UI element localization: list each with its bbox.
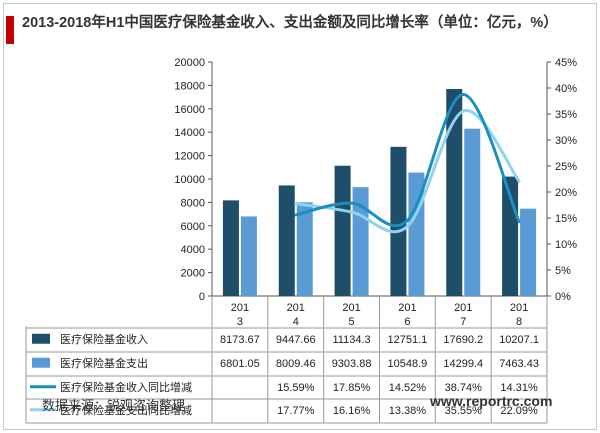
axes-group: 0 2000 4000 6000 8000 10000 12000 14000 16000 180… [174, 57, 577, 303]
income-growth-line [294, 93, 521, 228]
table-value-cell: 17690.2 [443, 334, 483, 346]
table-value-cell: 10548.9 [388, 358, 428, 370]
table-value-cell: 38.74% [445, 382, 483, 394]
left-tick-label: 16000 [174, 104, 205, 116]
table-value-cell: 11134.3 [333, 334, 371, 346]
category-label: 201 [398, 302, 416, 314]
income-bar [390, 146, 407, 296]
expense-bar [464, 128, 481, 296]
right-tick-label: 40% [555, 83, 577, 95]
table-value-cell: 6801.05 [220, 358, 260, 370]
series-name-label: 医疗保险基金收入 [60, 332, 148, 346]
left-tick-label: 20000 [174, 57, 205, 69]
table-value-cell: 7463.43 [499, 358, 539, 370]
legend-key-income-bar [32, 333, 50, 344]
category-label: 201 [287, 302, 305, 314]
table-value-cell: 10207.1 [499, 334, 539, 346]
series-name-label: 医疗保险基金支出同比增减 [60, 403, 192, 417]
plot-border-group [3, 3, 597, 430]
table-value-cell: 9303.88 [332, 358, 372, 370]
category-label: 201 [342, 302, 360, 314]
table-value-cell: 35.55% [445, 405, 483, 417]
expense-bar [296, 202, 313, 296]
left-tick-label: 8000 [181, 197, 205, 209]
bars-group [222, 89, 537, 296]
table-value-cell: 14.31% [500, 382, 538, 394]
series-name-label: 医疗保险基金支出 [60, 356, 148, 370]
outer-frame [3, 3, 597, 430]
income-bar [222, 200, 239, 296]
left-tick-label: 12000 [174, 151, 205, 163]
right-tick-label: 15% [555, 213, 577, 225]
category-label: 201 [510, 302, 528, 314]
right-tick-label: 0% [555, 291, 571, 303]
category-label: 201 [231, 302, 249, 314]
right-tick-label: 20% [555, 187, 577, 199]
expense-bar [520, 208, 537, 296]
table-value-cell: 14299.4 [443, 358, 483, 370]
left-tick-label: 14000 [174, 127, 205, 139]
table-value-cell: 13.38% [389, 405, 427, 417]
income-bar [334, 165, 351, 296]
table-value-cell: 14.52% [389, 382, 427, 394]
lines-group [294, 93, 521, 234]
table-value-cell: 9447.66 [276, 334, 316, 346]
series-name-label: 医疗保险基金收入同比增减 [60, 380, 192, 394]
category-label: 3 [237, 316, 243, 328]
income-bar [446, 89, 463, 296]
right-tick-label: 5% [555, 265, 571, 277]
left-tick-label: 4000 [181, 244, 205, 256]
right-tick-label: 25% [555, 161, 577, 173]
table-value-cell: 17.77% [277, 405, 315, 417]
category-label: 4 [293, 316, 299, 328]
right-tick-label: 45% [555, 57, 577, 69]
category-label: 201 [454, 302, 472, 314]
table-value-cell: 8009.46 [276, 358, 316, 370]
left-tick-label: 2000 [181, 268, 205, 280]
data-table-group: 201 3 201 4 201 5 201 6 201 7 201 8 医疗保险基金收入 8173.67 9… [25, 296, 548, 424]
site-watermark: www.reportrc.com [430, 393, 553, 409]
category-label: 6 [404, 316, 410, 328]
category-label: 5 [349, 316, 355, 328]
legend-key-expense-bar [32, 357, 50, 368]
left-tick-label: 6000 [181, 221, 205, 233]
chart-title: 2013-2018年H1中国医疗保险基金收入、支出金额及同比增长率（单位：亿元，… [22, 15, 558, 31]
table-value-cell: 22.09% [500, 405, 538, 417]
income-bar [278, 185, 295, 296]
table-value-cell: 17.85% [333, 382, 371, 394]
source-note: 数据来源：锐观咨询整理 [42, 398, 186, 413]
category-label: 7 [460, 316, 466, 328]
right-tick-label: 35% [555, 109, 577, 121]
table-value-cell: 15.59% [277, 382, 315, 394]
left-tick-label: 0 [199, 291, 205, 303]
right-tick-label: 10% [555, 239, 577, 251]
left-tick-label: 18000 [174, 80, 205, 92]
expense-bar [240, 216, 257, 296]
table-value-cell: 16.16% [333, 405, 371, 417]
title-accent-bar [6, 16, 14, 44]
table-value-cell: 12751.1 [388, 334, 428, 346]
table-value-cell: 8173.67 [220, 334, 260, 346]
category-label: 8 [516, 316, 522, 328]
right-tick-label: 30% [555, 135, 577, 147]
left-tick-label: 10000 [174, 174, 205, 186]
